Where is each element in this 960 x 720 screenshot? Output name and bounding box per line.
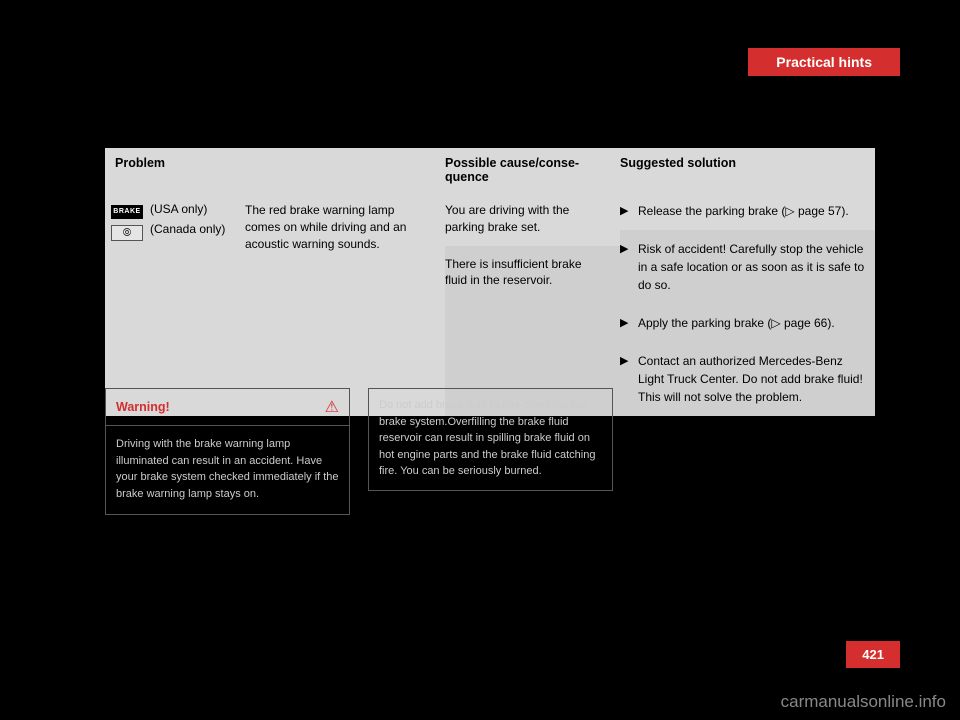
- problem-regions: (USA only) (Canada only): [150, 192, 245, 416]
- header-problem: Problem: [105, 148, 445, 192]
- solution-column: ▶ Release the parking brake (▷ page 57).…: [620, 192, 875, 416]
- problem-description: The red brake warning lamp comes on whil…: [245, 192, 445, 416]
- brake-icon: BRAKE: [111, 205, 143, 219]
- solution-3: ▶ Apply the parking brake (▷ page 66).: [620, 304, 875, 342]
- region-canada: (Canada only): [150, 222, 241, 236]
- warning-header: Warning! ⚠: [106, 389, 349, 426]
- warning-triangle-icon: ⚠: [325, 397, 339, 417]
- warning-box: Warning! ⚠ Driving with the brake warnin…: [105, 388, 350, 515]
- warning-body: Driving with the brake warning lamp illu…: [106, 426, 349, 514]
- watermark: carmanualsonline.info: [781, 692, 946, 712]
- page-number: 421: [846, 641, 900, 668]
- solution-2: ▶ Risk of accident! Carefully stop the v…: [620, 230, 875, 304]
- bullet-icon: ▶: [620, 240, 638, 294]
- problem-icons: BRAKE ⦾: [105, 192, 150, 416]
- solution-text: Apply the parking brake (▷ page 66).: [638, 314, 865, 332]
- bullet-icon: ▶: [620, 202, 638, 220]
- troubleshooting-table: Problem Possible cause/conse- quence Sug…: [105, 148, 875, 416]
- solution-1: ▶ Release the parking brake (▷ page 57).: [620, 192, 875, 230]
- cause-column: You are driving with the parking brake s…: [445, 192, 620, 416]
- header-solution: Suggested solution: [620, 148, 875, 192]
- solution-text: Release the parking brake (▷ page 57).: [638, 202, 865, 220]
- solution-text: Risk of accident! Carefully stop the veh…: [638, 240, 865, 294]
- info-box: Do not add brake fluid before checking t…: [368, 388, 613, 491]
- bullet-icon: ▶: [620, 314, 638, 332]
- header-cause: Possible cause/conse- quence: [445, 148, 620, 192]
- region-usa: (USA only): [150, 202, 241, 222]
- table-body-row: BRAKE ⦾ (USA only) (Canada only) The red…: [105, 192, 875, 416]
- bullet-icon: ▶: [620, 352, 638, 406]
- section-header: Practical hints: [748, 48, 900, 76]
- canada-brake-icon: ⦾: [111, 225, 143, 241]
- table-header-row: Problem Possible cause/conse- quence Sug…: [105, 148, 875, 192]
- cause-1: You are driving with the parking brake s…: [445, 192, 620, 246]
- solution-4: ▶ Contact an authorized Mercedes-Benz Li…: [620, 342, 875, 416]
- solution-text: Contact an authorized Mercedes-Benz Ligh…: [638, 352, 865, 406]
- warning-title: Warning!: [116, 400, 170, 414]
